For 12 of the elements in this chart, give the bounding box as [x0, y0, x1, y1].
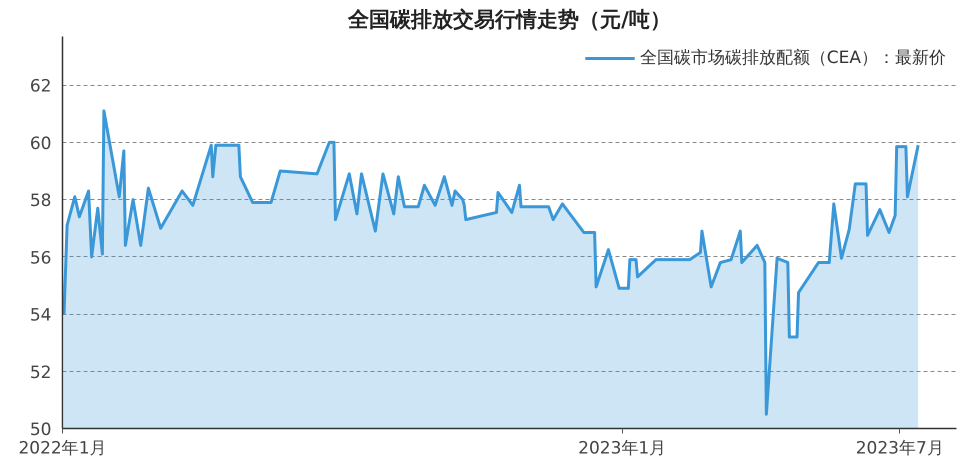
- x-tick-label: 2022年1月: [18, 438, 107, 458]
- chart-title: 全国碳排放交易行情走势（元/吨）: [347, 8, 671, 32]
- y-tick-label: 56: [30, 248, 52, 268]
- x-tick-label: 2023年1月: [578, 438, 666, 458]
- y-tick-label: 60: [30, 134, 52, 154]
- y-tick-label: 62: [30, 76, 52, 97]
- x-tick-label: 2023年7月: [856, 438, 944, 458]
- y-tick-label: 58: [30, 191, 52, 212]
- y-tick-label: 50: [30, 420, 52, 440]
- legend-label: 全国碳市场碳排放配额（CEA）：最新价: [640, 47, 946, 69]
- y-tick-label: 52: [30, 362, 52, 383]
- y-tick-label: 54: [30, 306, 52, 326]
